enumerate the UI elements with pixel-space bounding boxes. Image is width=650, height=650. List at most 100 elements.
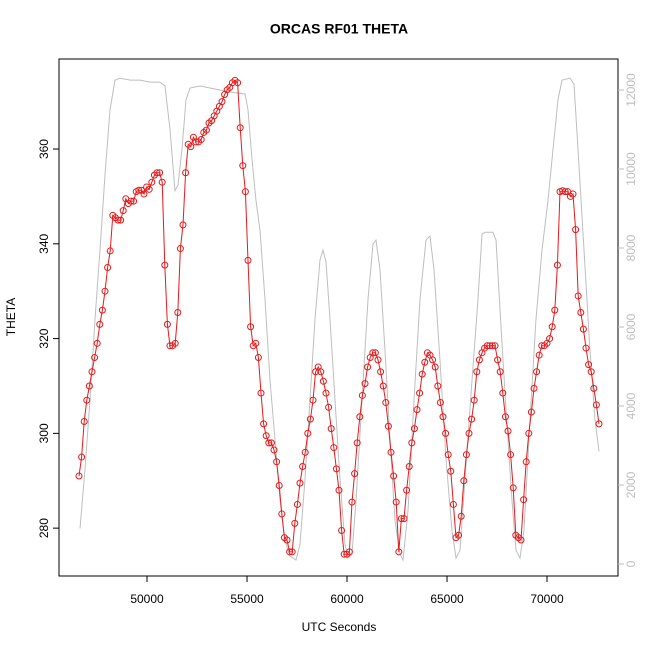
data-point xyxy=(278,510,286,518)
data-point xyxy=(395,548,403,556)
data-point xyxy=(546,335,554,343)
data-point xyxy=(590,384,598,392)
data-point xyxy=(371,349,379,357)
data-point xyxy=(382,399,390,407)
data-point xyxy=(483,342,491,350)
data-point xyxy=(325,403,333,411)
data-point xyxy=(234,79,242,87)
data-point xyxy=(374,356,382,364)
data-point xyxy=(504,427,512,435)
data-point xyxy=(418,370,426,378)
data-point xyxy=(197,136,205,144)
data-point xyxy=(182,169,190,177)
data-point xyxy=(410,425,418,433)
plot-frame xyxy=(58,58,619,577)
data-point xyxy=(262,432,270,440)
data-point xyxy=(429,356,437,364)
y-axis-label: THETA xyxy=(4,298,18,336)
data-point xyxy=(499,389,507,397)
data-point xyxy=(517,536,525,544)
data-point xyxy=(114,216,122,224)
data-point xyxy=(533,368,541,376)
data-point xyxy=(252,339,260,347)
data-point xyxy=(408,439,416,447)
data-point xyxy=(473,368,481,376)
data-point xyxy=(187,143,195,151)
data-point xyxy=(572,226,580,234)
data-point xyxy=(283,536,291,544)
data-point xyxy=(582,344,590,352)
data-point xyxy=(587,368,595,376)
data-point xyxy=(530,384,538,392)
data-point xyxy=(496,368,504,376)
data-point xyxy=(306,415,314,423)
data-point xyxy=(106,247,114,255)
x-tick-label: 70000 xyxy=(530,592,564,606)
data-point xyxy=(301,448,309,456)
data-point xyxy=(449,500,457,508)
data-point xyxy=(117,216,125,224)
data-point xyxy=(163,320,171,328)
data-point xyxy=(434,382,442,390)
data-point xyxy=(561,188,569,196)
y2-tick-label: 6000 xyxy=(624,313,638,340)
data-point xyxy=(507,451,515,459)
y2-tick-label: 2000 xyxy=(624,471,638,498)
data-point xyxy=(364,363,372,371)
data-point xyxy=(509,484,517,492)
data-point xyxy=(148,178,156,186)
data-point xyxy=(293,500,301,508)
data-point xyxy=(585,361,593,369)
data-point xyxy=(176,245,184,253)
data-point xyxy=(548,323,556,331)
data-point xyxy=(522,458,530,466)
data-point xyxy=(273,458,281,466)
data-point xyxy=(527,408,535,416)
data-point xyxy=(535,351,543,359)
data-point xyxy=(579,325,587,333)
x-tick-label: 50000 xyxy=(130,592,164,606)
data-point xyxy=(397,515,405,523)
y-tick-label: 320 xyxy=(37,328,51,348)
data-point xyxy=(254,354,262,362)
data-point xyxy=(239,162,247,170)
data-point xyxy=(80,418,88,426)
data-point xyxy=(444,451,452,459)
data-point xyxy=(405,463,413,471)
series-line xyxy=(78,79,600,555)
data-point xyxy=(98,306,106,314)
data-point xyxy=(486,342,494,350)
data-point xyxy=(267,439,275,447)
data-point xyxy=(457,512,465,520)
chart-title: ORCAS RF01 THETA xyxy=(270,21,408,37)
y2-tick-label: 0 xyxy=(624,560,638,567)
data-point xyxy=(384,422,392,430)
data-point xyxy=(101,287,109,295)
y-tick-label: 300 xyxy=(37,423,51,443)
data-point xyxy=(488,342,496,350)
data-point xyxy=(75,472,83,480)
data-point xyxy=(327,425,335,433)
x-tick-label: 60000 xyxy=(330,592,364,606)
data-point xyxy=(299,463,307,471)
y2-tick-label: 8000 xyxy=(624,234,638,261)
data-point xyxy=(348,498,356,506)
data-point xyxy=(270,446,278,454)
data-point xyxy=(569,190,577,198)
data-point xyxy=(462,451,470,459)
data-point xyxy=(179,221,187,229)
data-point xyxy=(520,496,528,504)
data-point xyxy=(431,363,439,371)
data-point xyxy=(592,401,600,409)
data-point xyxy=(369,349,377,357)
data-point xyxy=(465,429,473,437)
data-point xyxy=(218,98,226,106)
data-point xyxy=(387,448,395,456)
y-tick-label: 280 xyxy=(37,518,51,538)
data-point xyxy=(332,465,340,473)
data-point xyxy=(304,429,312,437)
data-point xyxy=(288,548,296,556)
data-point xyxy=(356,413,364,421)
